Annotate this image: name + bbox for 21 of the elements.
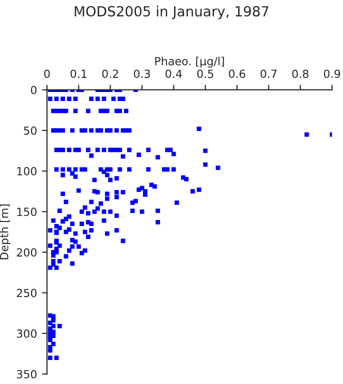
x-tick-label: 0.7 <box>260 70 277 78</box>
chart-title: MODS2005 in January, 1987 <box>74 6 268 20</box>
y-tick-label: 0 <box>30 86 37 94</box>
y-tick-label: 350 <box>16 370 37 378</box>
x-tick-label: 0.3 <box>134 70 150 78</box>
x-tick-label: 0.4 <box>166 70 182 78</box>
y-tick-label: 200 <box>16 248 37 257</box>
x-tick-label: 0 <box>44 70 50 78</box>
y-tick-label: 50 <box>24 126 37 135</box>
x-axis-title: Phaeo. [µg/l] <box>155 56 224 68</box>
x-tick-label: 0.5 <box>197 70 214 78</box>
x-tick-label: 0.8 <box>292 70 308 78</box>
y-axis-title: Depth [m] <box>0 204 11 260</box>
y-tick-label: 300 <box>16 329 37 338</box>
y-tick-label: 250 <box>16 288 37 298</box>
x-tick-label: 0.1 <box>70 70 86 78</box>
y-tick-label: 100 <box>17 167 37 176</box>
x-tick-label: 0.2 <box>102 70 118 78</box>
x-tick-label: 0.6 <box>228 70 246 78</box>
x-tick-label: 0.9 <box>324 70 340 78</box>
y-tick-label: 150 <box>17 208 37 216</box>
